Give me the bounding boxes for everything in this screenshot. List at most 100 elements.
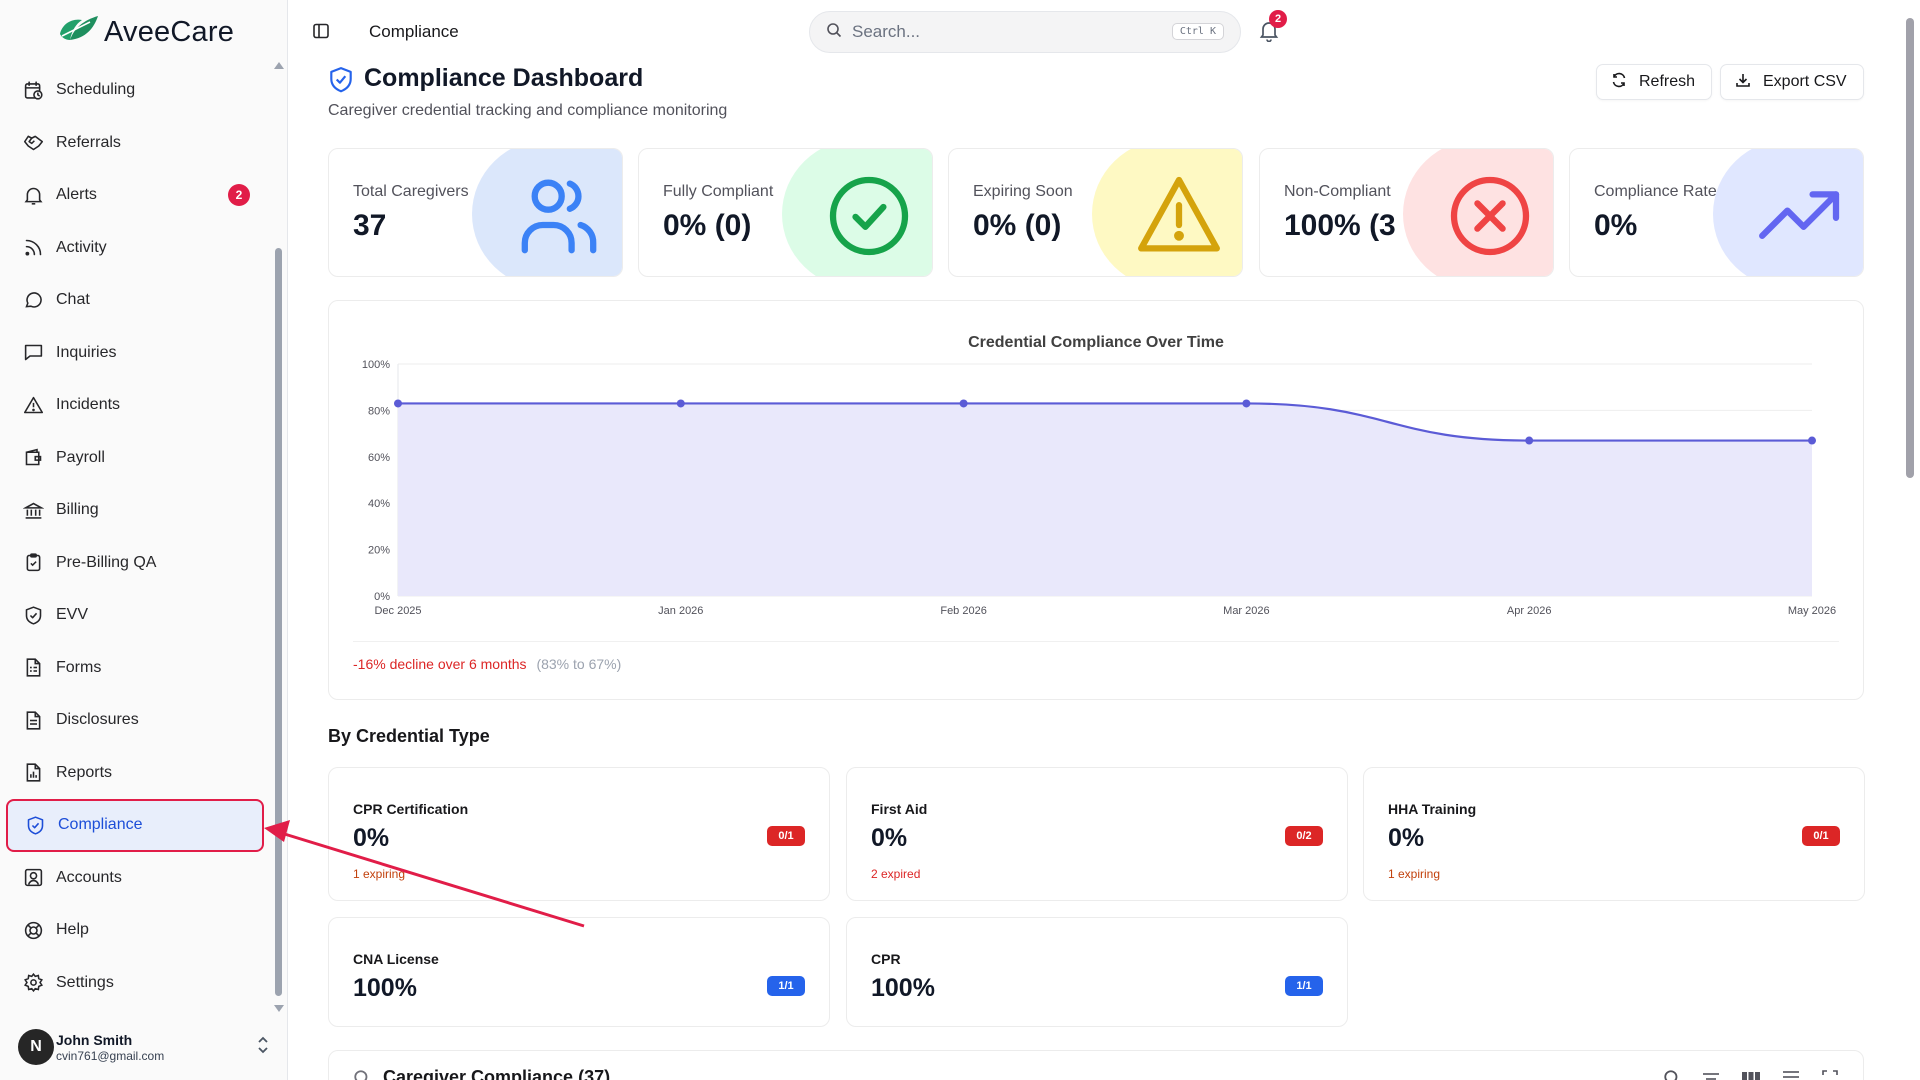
compliance-chart-card: Credential Compliance Over Time 0% 20% 40%… (328, 300, 1864, 700)
sidebar-item-inquiries[interactable]: Inquiries (6, 327, 264, 380)
sidebar-item-forms[interactable]: Forms (6, 642, 264, 695)
sidebar-item-reports[interactable]: Reports (6, 747, 264, 800)
user-square-icon (22, 867, 44, 889)
report-chart-icon (22, 762, 44, 784)
chart-footer: -16% decline over 6 months (83% to 67%) (353, 656, 621, 672)
search-box[interactable]: Ctrl K (809, 11, 1241, 53)
credential-count-badge: 1/1 (1285, 976, 1323, 996)
sidebar-item-scheduling[interactable]: Scheduling (6, 64, 264, 117)
chart-data-point (394, 399, 402, 408)
credential-percentage: 100% (353, 974, 417, 1002)
credential-count-badge: 0/2 (1285, 826, 1323, 846)
credential-count-badge: 1/1 (767, 976, 805, 996)
kpi-label: Fully Compliant (663, 183, 774, 200)
columns-icon[interactable] (1741, 1069, 1761, 1080)
credential-card-cpr[interactable]: CPR 100% 1/1 (846, 917, 1348, 1027)
y-tick-label: 80% (368, 405, 390, 417)
notification-badge: 2 (1269, 10, 1287, 28)
sidebar-nav: Scheduling Referrals Alerts 2 Activity Chat In… (6, 64, 264, 1009)
sidebar-item-label: Scheduling (56, 81, 136, 99)
kpi-label: Non-Compliant (1284, 183, 1391, 200)
search-icon[interactable] (1663, 1069, 1681, 1080)
warning-triangle-icon (1134, 171, 1224, 261)
scrollbar-thumb[interactable] (275, 248, 282, 996)
sidebar-item-label: EVV (56, 606, 89, 624)
kpi-label: Expiring Soon (973, 183, 1073, 200)
sidebar-scrollbar[interactable] (274, 62, 284, 1012)
search-shortcut-hint: Ctrl K (1171, 23, 1224, 40)
export-csv-button[interactable]: Export CSV (1720, 64, 1864, 100)
trending-up-icon (1755, 171, 1845, 261)
sidebar-item-referrals[interactable]: Referrals (6, 117, 264, 170)
sidebar-item-label: Disclosures (56, 711, 139, 729)
sidebar-item-label: Incidents (56, 396, 121, 414)
search-icon (826, 22, 842, 43)
sidebar-item-compliance[interactable]: Compliance (6, 799, 264, 852)
credential-percentage: 100% (871, 974, 935, 1002)
refresh-icon (1611, 72, 1639, 93)
warning-triangle-icon (22, 394, 44, 416)
sidebar-item-disclosures[interactable]: Disclosures (6, 694, 264, 747)
sidebar: AveeCare Scheduling Referrals Alerts 2 Activ… (0, 0, 288, 1080)
chart-area-fill (398, 403, 1812, 596)
lifebuoy-icon (22, 919, 44, 941)
sidebar-item-payroll[interactable]: Payroll (6, 432, 264, 485)
chart-range-text: (83% to 67%) (536, 656, 622, 672)
kpi-label: Total Caregivers (353, 183, 469, 200)
scroll-down-arrow-icon[interactable] (274, 1005, 284, 1012)
sidebar-item-help[interactable]: Help (6, 904, 264, 957)
page-subtitle: Caregiver credential tracking and compli… (328, 102, 728, 119)
sidebar-item-activity[interactable]: Activity (6, 222, 264, 275)
page-scrollbar[interactable] (1906, 18, 1914, 478)
rss-icon (22, 237, 44, 259)
credential-percentage: 0% (1388, 824, 1425, 852)
sidebar-item-billing[interactable]: Billing (6, 484, 264, 537)
kpi-value: 100% (3 (1284, 209, 1396, 242)
sidebar-item-alerts[interactable]: Alerts 2 (6, 169, 264, 222)
x-tick-label: May 2026 (1788, 605, 1836, 617)
sidebar-item-label: Activity (56, 238, 107, 256)
chat-bubble-icon (22, 289, 44, 311)
density-icon[interactable] (1781, 1069, 1801, 1080)
credential-card-first-aid[interactable]: First Aid 0% 0/2 2 expired (846, 767, 1348, 901)
brand-logo[interactable]: AveeCare (56, 14, 234, 50)
y-tick-label: 20% (368, 545, 390, 557)
credential-name: CNA License (353, 951, 439, 967)
sidebar-item-label: Accounts (56, 868, 122, 886)
export-csv-label: Export CSV (1763, 73, 1847, 90)
user-menu[interactable]: N John Smith cvin761@gmail.com (18, 1024, 274, 1070)
x-circle-icon (1445, 171, 1535, 261)
sidebar-item-settings[interactable]: Settings (6, 957, 264, 1010)
search-input[interactable] (852, 22, 1152, 42)
credential-name: CPR Certification (353, 801, 469, 817)
sidebar-item-incidents[interactable]: Incidents (6, 379, 264, 432)
chart-title: Credential Compliance Over Time (968, 334, 1224, 351)
table-toolbar (1663, 1069, 1839, 1080)
credential-card-cna-license[interactable]: CNA License 100% 1/1 (328, 917, 830, 1027)
sidebar-item-chat[interactable]: Chat (6, 274, 264, 327)
x-tick-label: Feb 2026 (940, 605, 986, 617)
kpi-value: 0% (0) (973, 209, 1062, 242)
sidebar-toggle-icon[interactable] (312, 22, 330, 45)
fullscreen-icon[interactable] (1821, 1069, 1839, 1080)
filter-lines-icon[interactable] (1701, 1069, 1721, 1080)
chart-data-point (676, 399, 685, 408)
gear-icon (22, 972, 44, 994)
refresh-button[interactable]: Refresh (1596, 64, 1712, 100)
breadcrumb-title: Compliance (369, 22, 459, 41)
sidebar-item-label: Pre-Billing QA (56, 553, 157, 571)
credential-card-hha-training[interactable]: HHA Training 0% 0/1 1 expiring (1363, 767, 1865, 901)
scroll-up-arrow-icon[interactable] (274, 62, 284, 69)
sidebar-item-label: Referrals (56, 133, 121, 151)
download-icon (1735, 72, 1763, 93)
kpi-icon-backdrop (1092, 149, 1242, 276)
y-tick-label: 100% (362, 359, 390, 371)
sidebar-item-evv[interactable]: EVV (6, 589, 264, 642)
credential-name: CPR (871, 951, 901, 967)
credential-card-cpr-certification[interactable]: CPR Certification 0% 0/1 1 expiring (328, 767, 830, 901)
user-name: John Smith (56, 1031, 133, 1048)
sidebar-item-label: Alerts (56, 186, 97, 204)
sidebar-item-pre-billing-qa[interactable]: Pre-Billing QA (6, 537, 264, 590)
caregiver-table-card: Caregiver Compliance (37) (328, 1050, 1864, 1080)
sidebar-item-accounts[interactable]: Accounts (6, 852, 264, 905)
